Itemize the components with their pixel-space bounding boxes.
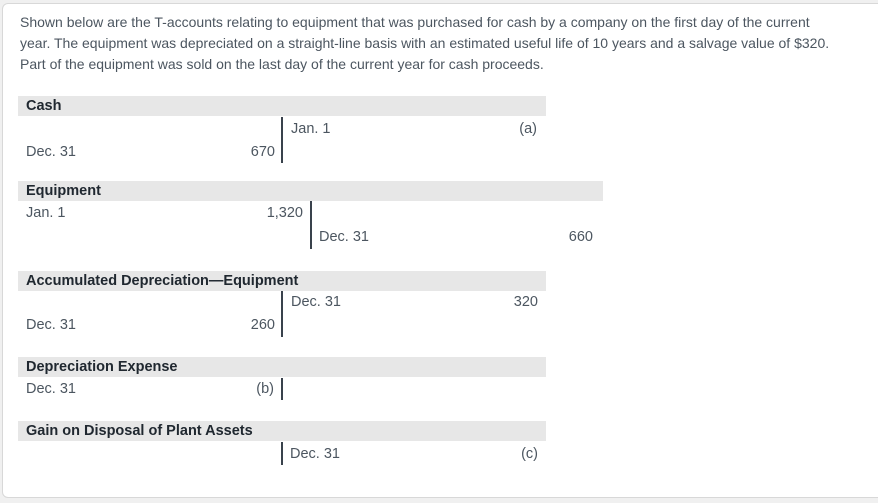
- entry-amount: 260: [250, 317, 275, 333]
- account-header: Depreciation Expense: [18, 357, 546, 377]
- entry-date: Dec. 31: [290, 445, 340, 462]
- account-header: Cash: [18, 96, 546, 116]
- credit-row: Dec. 31 660: [0, 225, 878, 249]
- entry-date: Dec. 31: [291, 294, 341, 310]
- debit-row: Dec. 31 (b): [0, 378, 878, 400]
- entry-date: Jan. 1: [26, 205, 66, 221]
- entry-amount: 660: [568, 229, 593, 245]
- entry-amount: (a): [519, 120, 537, 137]
- problem-statement: Shown below are the T-accounts relating …: [20, 14, 830, 72]
- debit-row: Dec. 31 670: [0, 140, 878, 163]
- content-card: [2, 3, 878, 498]
- t-account-divider: [281, 117, 283, 163]
- account-header: Equipment: [18, 181, 603, 201]
- account-title: Equipment: [26, 183, 101, 199]
- account-header: Gain on Disposal of Plant Assets: [18, 421, 546, 441]
- entry-date: Jan. 1: [291, 120, 331, 137]
- entry-amount: (b): [256, 381, 274, 397]
- entry-date: Dec. 31: [26, 381, 76, 397]
- t-account-divider: [281, 442, 283, 465]
- account-title: Cash: [26, 98, 62, 114]
- account-title: Depreciation Expense: [26, 359, 178, 375]
- entry-date: Dec. 31: [26, 317, 76, 333]
- entry-amount: 670: [250, 143, 275, 160]
- entry-date: Dec. 31: [319, 229, 369, 245]
- debit-row: Jan. 1 1,320: [0, 201, 878, 225]
- account-title: Gain on Disposal of Plant Assets: [26, 423, 253, 439]
- account-title: Accumulated Depreciation—Equipment: [26, 273, 299, 289]
- credit-row: Dec. 31 (c): [0, 442, 878, 465]
- credit-row: Jan. 1 (a): [0, 117, 878, 140]
- debit-row: Dec. 31 260: [0, 313, 878, 337]
- t-account-divider: [281, 378, 283, 400]
- entry-date: Dec. 31: [26, 143, 76, 160]
- entry-amount: 1,320: [266, 205, 303, 221]
- credit-row: Dec. 31 320: [0, 291, 878, 313]
- entry-amount: 320: [513, 294, 538, 310]
- entry-amount: (c): [521, 445, 538, 462]
- t-account-divider: [310, 201, 312, 249]
- t-account-divider: [281, 291, 283, 337]
- account-header: Accumulated Depreciation—Equipment: [18, 271, 546, 291]
